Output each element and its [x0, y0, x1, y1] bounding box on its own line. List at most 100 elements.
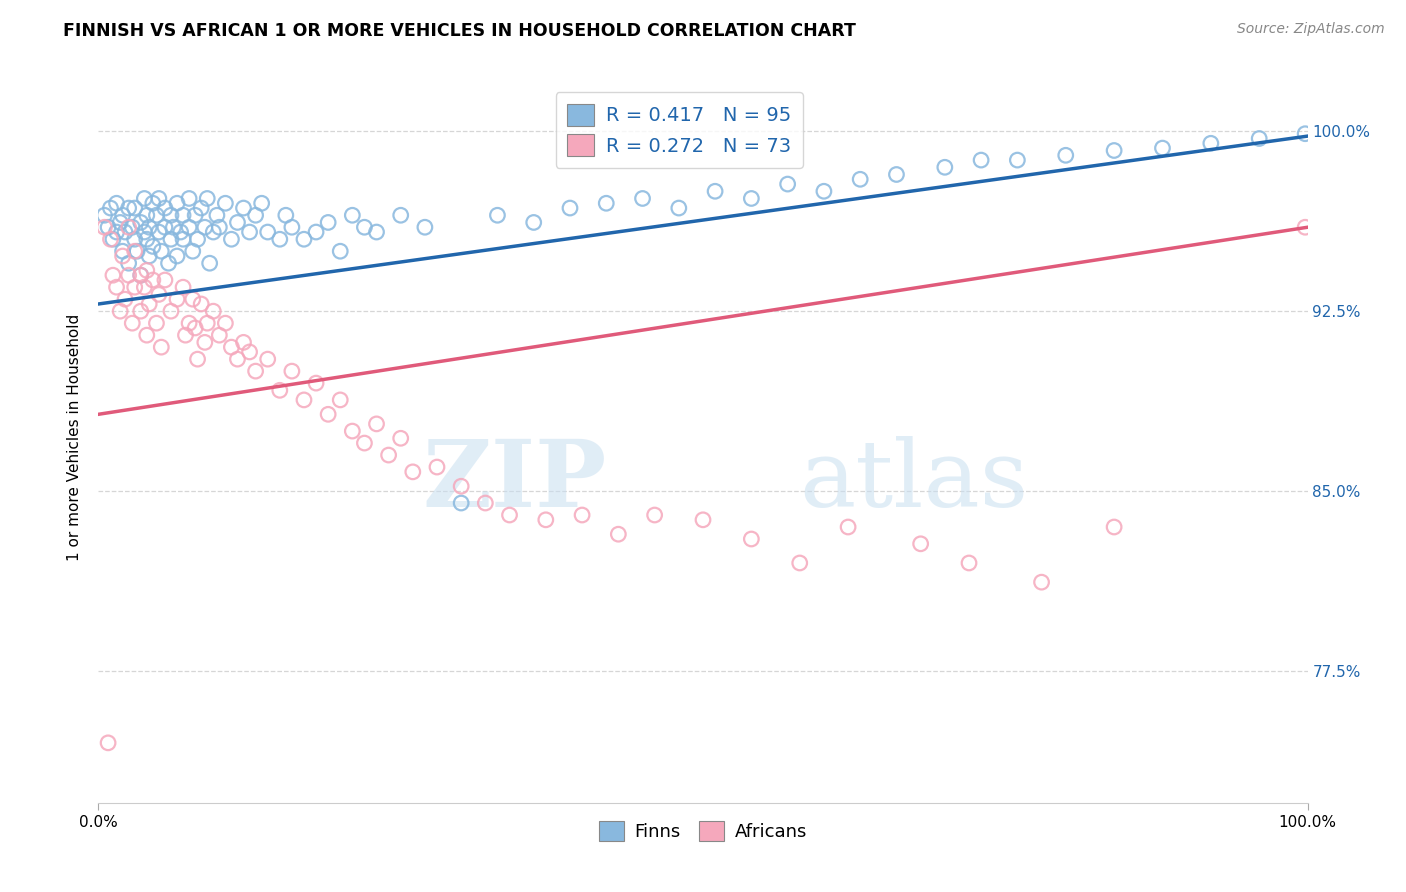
Point — [245, 208, 267, 222]
Point — [187, 352, 209, 367]
Point — [366, 225, 388, 239]
Point — [558, 201, 581, 215]
Point — [342, 208, 364, 222]
Point — [135, 263, 157, 277]
Point — [121, 220, 143, 235]
Point — [190, 297, 212, 311]
Point — [105, 280, 128, 294]
Point — [145, 208, 167, 222]
Point — [232, 201, 254, 215]
Point — [692, 513, 714, 527]
Point — [245, 364, 267, 378]
Point — [100, 201, 122, 215]
Point — [205, 208, 228, 222]
Point — [101, 232, 124, 246]
Point — [704, 184, 727, 198]
Point — [274, 208, 297, 222]
Point — [118, 220, 141, 235]
Point — [157, 256, 180, 270]
Point — [269, 232, 291, 246]
Point — [305, 376, 328, 391]
Point — [166, 249, 188, 263]
Point — [498, 508, 520, 522]
Point — [256, 225, 278, 239]
Point — [184, 208, 207, 222]
Point — [129, 268, 152, 283]
Point — [138, 220, 160, 235]
Point — [148, 287, 170, 301]
Point — [134, 225, 156, 239]
Point — [142, 273, 165, 287]
Point — [160, 232, 183, 246]
Point — [138, 249, 160, 263]
Point — [389, 208, 412, 222]
Point — [1054, 148, 1077, 162]
Point — [329, 392, 352, 407]
Point — [250, 196, 273, 211]
Point — [849, 172, 872, 186]
Point — [256, 352, 278, 367]
Point — [837, 520, 859, 534]
Point — [174, 328, 197, 343]
Point — [232, 335, 254, 350]
Point — [342, 424, 364, 438]
Point — [1199, 136, 1222, 151]
Point — [153, 201, 176, 215]
Point — [129, 215, 152, 229]
Point — [450, 479, 472, 493]
Point — [523, 215, 546, 229]
Point — [934, 161, 956, 175]
Point — [292, 392, 315, 407]
Point — [111, 244, 134, 259]
Point — [148, 225, 170, 239]
Point — [121, 316, 143, 330]
Point — [190, 201, 212, 215]
Point — [208, 220, 231, 235]
Point — [172, 232, 194, 246]
Point — [353, 436, 375, 450]
Point — [108, 215, 131, 229]
Point — [474, 496, 496, 510]
Point — [166, 292, 188, 306]
Point — [226, 352, 249, 367]
Point — [150, 244, 173, 259]
Point — [166, 196, 188, 211]
Point — [221, 340, 243, 354]
Point — [97, 220, 120, 235]
Point — [668, 201, 690, 215]
Point — [316, 215, 339, 229]
Point — [153, 220, 176, 235]
Legend: Finns, Africans: Finns, Africans — [592, 814, 814, 848]
Point — [1007, 153, 1029, 167]
Point — [114, 292, 136, 306]
Point — [402, 465, 425, 479]
Point — [124, 232, 146, 246]
Point — [740, 191, 762, 205]
Point — [595, 196, 617, 211]
Point — [970, 153, 993, 167]
Point — [353, 220, 375, 235]
Point — [135, 208, 157, 222]
Point — [129, 304, 152, 318]
Point — [329, 244, 352, 259]
Point — [100, 232, 122, 246]
Point — [1294, 127, 1316, 141]
Point — [413, 220, 436, 235]
Point — [184, 321, 207, 335]
Point — [366, 417, 388, 431]
Point — [1249, 131, 1271, 145]
Point — [124, 280, 146, 294]
Point — [292, 232, 315, 246]
Point — [426, 460, 449, 475]
Point — [195, 316, 218, 330]
Point — [181, 292, 204, 306]
Point — [534, 513, 557, 527]
Point — [118, 201, 141, 215]
Point — [221, 232, 243, 246]
Point — [172, 280, 194, 294]
Point — [226, 215, 249, 229]
Point — [153, 273, 176, 287]
Point — [305, 225, 328, 239]
Point — [776, 177, 799, 191]
Point — [129, 268, 152, 283]
